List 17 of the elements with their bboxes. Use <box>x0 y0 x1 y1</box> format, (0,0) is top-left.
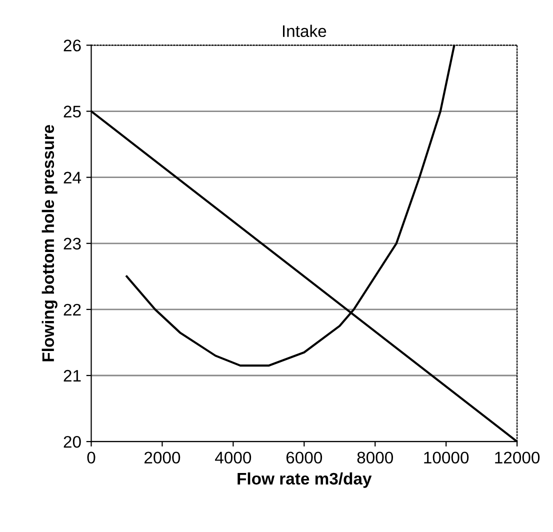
x-tick-label: 8000 <box>357 452 394 464</box>
x-tick-label: 4000 <box>215 452 252 464</box>
y-tick-label: 21 <box>64 370 81 382</box>
y-tick-label: 23 <box>64 238 81 250</box>
x-tick-label: 10000 <box>424 452 469 464</box>
y-tick-label: 20 <box>64 436 81 448</box>
x-tick-label: 0 <box>87 452 96 464</box>
x-tick-label: 6000 <box>286 452 322 464</box>
y-tick-label: 25 <box>64 106 81 118</box>
y-tick-label: 24 <box>64 172 82 184</box>
y-tick-label: 26 <box>64 40 81 52</box>
y-tick-label: 22 <box>64 304 81 316</box>
chart-title: Intake <box>282 24 326 38</box>
y-axis-title: Flowing bottom hole pressure <box>42 124 58 362</box>
x-axis-title: Flow rate m3/day <box>238 472 372 488</box>
x-tick-label: 12000 <box>495 452 540 464</box>
x-tick-label: 2000 <box>144 452 180 464</box>
